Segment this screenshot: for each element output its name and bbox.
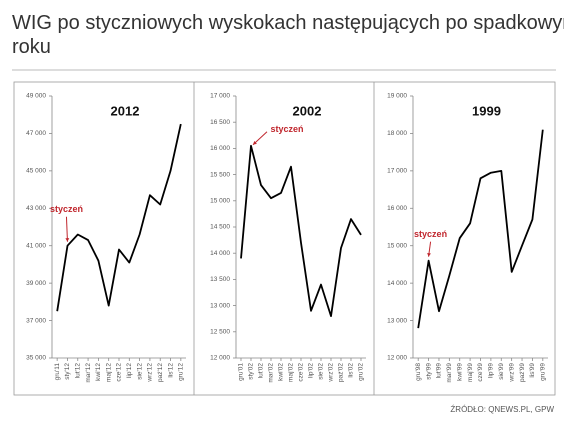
x-tick-label: kwi'12 [95, 363, 102, 381]
x-tick-label: maj'02 [288, 363, 295, 382]
y-tick-label: 37 000 [26, 317, 46, 324]
annotation: styczeń [50, 204, 83, 214]
x-tick-label: cze'02 [298, 363, 305, 382]
x-tick-label: lut'12 [74, 363, 81, 379]
series-line [240, 144, 362, 318]
x-tick-label: paź'12 [157, 363, 164, 382]
source: ŹRÓDŁO: QNEWS.PL, GPW [450, 405, 554, 414]
y-tick-label: 14 000 [210, 250, 230, 257]
y-tick-label: 15 000 [387, 242, 407, 249]
annotation: styczeń [270, 124, 303, 134]
y-tick-label: 14 500 [210, 224, 230, 231]
annotation-arrowhead [253, 140, 257, 145]
y-tick-label: 43 000 [26, 205, 46, 212]
y-tick-label: 16 000 [387, 205, 407, 212]
y-tick-label: 45 000 [26, 168, 46, 175]
annotation: styczeń [414, 229, 447, 239]
x-tick-label: sty'02 [248, 363, 255, 380]
series-line [56, 123, 182, 312]
y-tick-label: 47 000 [26, 130, 46, 137]
x-tick-label: lut'02 [258, 363, 265, 379]
x-tick-label: sty'12 [64, 363, 71, 380]
x-tick-label: lis'99 [529, 363, 536, 378]
x-tick-label: maj'99 [467, 363, 474, 382]
x-tick-label: lis'02 [348, 363, 355, 378]
annotation-arrowhead [427, 252, 431, 257]
y-tick-label: 17 000 [387, 168, 407, 175]
x-tick-label: sie'99 [498, 363, 505, 380]
x-tick-label: lip'99 [488, 363, 495, 378]
x-tick-label: gru'98 [415, 363, 422, 381]
x-tick-label: lip'02 [308, 363, 315, 378]
x-tick-label: gru'12 [178, 363, 185, 381]
x-tick-label: gru'99 [540, 363, 547, 381]
x-tick-label: mar'12 [85, 363, 92, 383]
x-tick-label: maj'12 [105, 363, 112, 382]
annotation-arrow [65, 216, 68, 242]
x-tick-label: cze'12 [116, 363, 123, 382]
panel-frame [13, 81, 556, 396]
x-tick-label: cze'99 [477, 363, 484, 382]
panel-title: 2012 [111, 103, 140, 118]
page-title: WIG po styczniowych wyskokach następując… [12, 12, 564, 58]
y-tick-label: 18 000 [387, 130, 407, 137]
y-tick-label: 13 000 [210, 302, 230, 309]
y-tick-label: 15 500 [210, 171, 230, 178]
x-tick-label: wrz'02 [328, 363, 335, 383]
y-tick-label: 39 000 [26, 280, 46, 287]
y-tick-label: 13 000 [387, 317, 407, 324]
y-tick-label: 41 000 [26, 242, 46, 249]
panel-title: 1999 [472, 103, 501, 118]
y-tick-label: 16 500 [210, 119, 230, 126]
y-tick-label: 13 500 [210, 276, 230, 283]
y-tick-label: 17 000 [210, 93, 230, 100]
x-tick-label: lis'12 [167, 363, 174, 378]
x-tick-label: sty'99 [425, 363, 432, 380]
annotation-arrowhead [65, 238, 70, 242]
x-tick-label: paź'02 [338, 363, 345, 382]
y-tick-label: 14 000 [387, 280, 407, 287]
x-tick-label: kwi'99 [456, 363, 463, 381]
x-tick-label: gru'02 [358, 363, 365, 381]
y-tick-label: 35 000 [26, 355, 46, 362]
x-tick-label: sie'02 [318, 363, 325, 380]
x-tick-label: mar'99 [446, 363, 453, 383]
y-tick-label: 12 000 [387, 355, 407, 362]
y-tick-label: 12 000 [210, 355, 230, 362]
x-tick-label: sie'12 [136, 363, 143, 380]
x-tick-label: gru'01 [238, 363, 245, 381]
x-tick-label: mar'02 [268, 363, 275, 383]
y-tick-label: 15 000 [210, 198, 230, 205]
y-tick-label: 16 000 [210, 145, 230, 152]
y-tick-label: 49 000 [26, 93, 46, 100]
x-tick-label: wrz'99 [508, 363, 515, 383]
x-tick-label: paź'99 [519, 363, 526, 382]
x-tick-label: lip'12 [126, 363, 133, 378]
x-tick-label: kwi'02 [278, 363, 285, 381]
y-tick-label: 19 000 [387, 93, 407, 100]
x-tick-label: wrz'12 [147, 363, 154, 383]
panel-title: 2002 [293, 103, 322, 118]
x-tick-label: gru'11 [54, 363, 61, 381]
x-tick-label: lut'99 [436, 363, 443, 379]
y-tick-label: 12 500 [210, 329, 230, 336]
series-line [417, 129, 544, 329]
